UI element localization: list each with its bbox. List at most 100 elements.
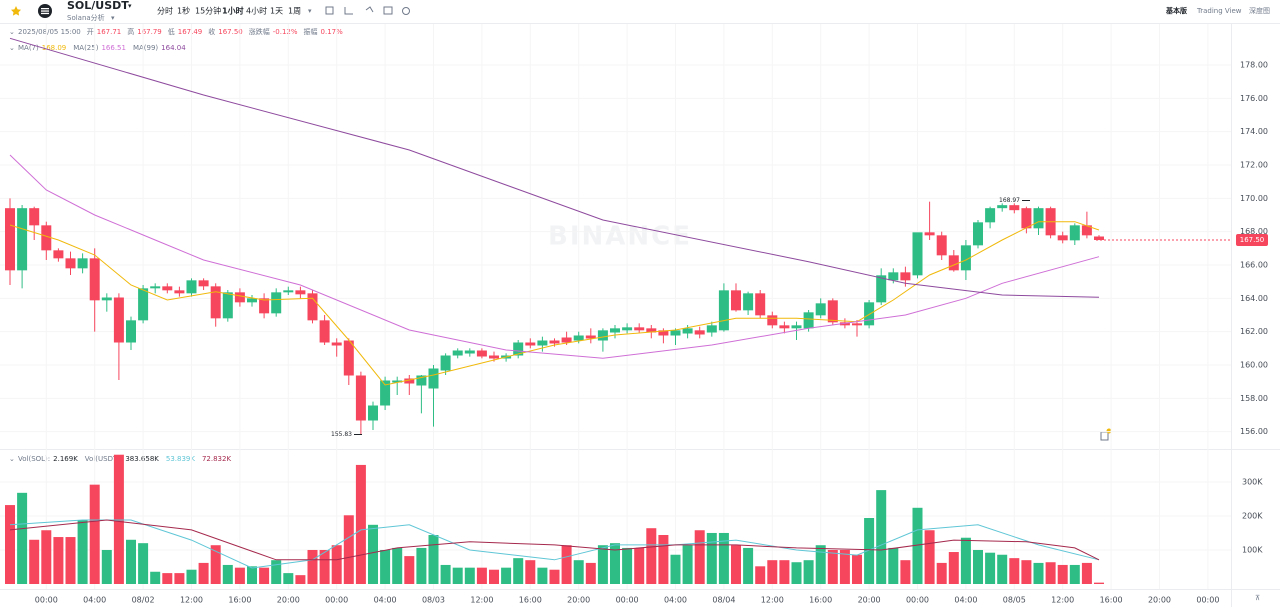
indicator-icon[interactable]	[344, 7, 353, 15]
interval-tab[interactable]: 1天	[270, 7, 283, 16]
volume-bar	[573, 560, 584, 584]
candle-body	[77, 258, 88, 269]
volume-bar	[815, 545, 826, 584]
candle-body	[876, 275, 887, 303]
volume-bar	[924, 530, 935, 584]
candle-body	[1094, 236, 1104, 240]
interval-more[interactable]: ▾	[308, 7, 312, 15]
interval-tab[interactable]: 分时	[157, 6, 173, 16]
x-tick-label: 20:00	[567, 596, 590, 605]
candle-body	[41, 225, 52, 251]
interval-tab[interactable]: 1周	[288, 7, 301, 16]
candle-body	[912, 232, 923, 276]
candle-body	[1009, 205, 1020, 211]
candle-body	[610, 328, 620, 333]
y-tick-label: 162.00	[1240, 327, 1268, 336]
volume-bar	[1057, 564, 1068, 584]
volume-bar	[404, 556, 415, 584]
volume-bar	[803, 560, 814, 584]
candle-body	[743, 293, 754, 311]
x-tick-label: 16:00	[1100, 596, 1123, 605]
volume-bar	[694, 530, 705, 584]
logo-stripe	[41, 12, 49, 15]
interval-tab[interactable]: 4小时	[246, 6, 267, 16]
volume-bar	[985, 552, 996, 584]
x-tick-label: 00:00	[35, 596, 58, 605]
candle-body	[198, 280, 209, 287]
y-tick-label: 164.00	[1240, 294, 1268, 303]
volume-bar	[960, 537, 971, 584]
candle-body	[5, 208, 15, 271]
candle-body	[525, 342, 536, 346]
ma-name: MA(25)	[73, 44, 98, 52]
event-dot	[1106, 428, 1112, 434]
vol-ma-line	[9, 519, 1100, 561]
symbol[interactable]: SOL/USDT	[67, 0, 129, 12]
candle-body	[888, 272, 899, 281]
candle-body	[1057, 235, 1068, 241]
candle-body	[597, 330, 608, 341]
chart-type-icon[interactable]	[325, 6, 334, 15]
view-mode[interactable]: 深度图	[1249, 6, 1270, 15]
y-tick-label: 170.00	[1240, 194, 1268, 203]
candle-body	[17, 208, 28, 271]
candle-body	[997, 205, 1008, 209]
volume-bar	[174, 573, 185, 584]
volume-bar	[65, 537, 76, 584]
annotation-label: 155.83	[331, 431, 352, 438]
interval-tab[interactable]: 1小时	[222, 6, 244, 16]
vol-ma-value: 53.839K	[166, 455, 195, 463]
candle-body	[731, 290, 741, 311]
analysis-dropdown[interactable]: ▾	[111, 14, 115, 22]
ma-value: 166.51	[101, 44, 126, 52]
candle-body	[900, 272, 911, 281]
interval-tab[interactable]: 1秒	[177, 6, 190, 16]
layout-icon[interactable]	[383, 6, 393, 15]
volume-bar	[997, 554, 1008, 584]
info-value: 167.50	[218, 28, 243, 36]
x-tick-label: 12:00	[470, 596, 493, 605]
candle-body	[186, 280, 197, 294]
info-label: 涨跌幅	[249, 27, 270, 36]
volume-bar	[622, 547, 633, 584]
interval-tab[interactable]: 15分钟	[195, 6, 221, 16]
candle-body	[973, 222, 983, 246]
volume-bar	[464, 567, 475, 584]
favorite-star[interactable]	[11, 6, 21, 16]
symbol-dropdown[interactable]: ▾	[128, 2, 132, 10]
view-mode[interactable]: 基本版	[1165, 6, 1187, 15]
volume-bar	[476, 567, 487, 584]
x-tick-label: 12:00	[761, 596, 784, 605]
candle-body	[791, 325, 802, 329]
x-tick-label: 04:00	[954, 596, 977, 605]
volume-bar	[839, 549, 850, 584]
candle-body	[416, 375, 427, 386]
volume-bar	[1094, 582, 1104, 584]
candle-body	[259, 298, 270, 314]
view-mode[interactable]: Trading View	[1196, 7, 1242, 15]
volume-bar	[791, 562, 802, 584]
info-toggle[interactable]: ⌄	[9, 28, 15, 36]
ma-toggle[interactable]: ⌄	[9, 44, 15, 52]
ma-value: 168.09	[42, 44, 67, 52]
candle-body	[368, 405, 378, 421]
vol-toggle[interactable]: ⌄	[9, 455, 15, 463]
candle-body	[755, 293, 766, 316]
time-axis-settings[interactable]: ⊼	[1255, 594, 1260, 602]
draw-icon[interactable]	[365, 6, 374, 13]
volume-bar	[271, 560, 282, 584]
candle-body	[839, 322, 850, 326]
candle-body	[138, 288, 149, 321]
volume-bar	[634, 547, 645, 584]
candle-body	[948, 255, 959, 271]
info-time: 2025/08/05 15:00	[18, 28, 81, 36]
ma-line	[9, 154, 1100, 359]
candle-body	[561, 337, 572, 343]
volume-bar	[440, 564, 451, 584]
volume-bar	[718, 532, 729, 584]
candle-body	[706, 325, 717, 333]
analysis-link[interactable]: Solana分析	[67, 13, 105, 22]
settings-icon[interactable]	[402, 7, 410, 15]
candle-body	[452, 350, 463, 356]
volume-bar	[501, 567, 512, 584]
